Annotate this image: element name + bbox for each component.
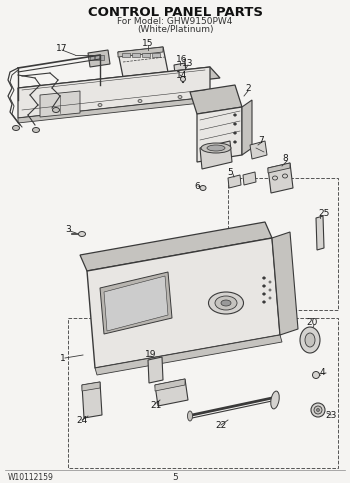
Polygon shape (90, 55, 94, 60)
Polygon shape (155, 379, 188, 406)
Ellipse shape (200, 185, 206, 190)
Ellipse shape (207, 145, 225, 151)
Polygon shape (18, 67, 220, 99)
Ellipse shape (262, 301, 266, 303)
Polygon shape (243, 172, 256, 185)
Ellipse shape (138, 99, 142, 102)
Polygon shape (18, 67, 210, 118)
Polygon shape (80, 222, 272, 271)
Ellipse shape (201, 143, 231, 153)
Polygon shape (100, 55, 104, 60)
Polygon shape (268, 163, 293, 193)
Ellipse shape (233, 114, 237, 116)
Ellipse shape (233, 132, 237, 134)
Polygon shape (174, 63, 186, 74)
Text: 24: 24 (76, 415, 87, 425)
Text: 2: 2 (245, 84, 251, 93)
Text: CONTROL PANEL PARTS: CONTROL PANEL PARTS (88, 5, 262, 18)
Ellipse shape (233, 141, 237, 143)
Text: 5: 5 (172, 472, 178, 482)
Polygon shape (228, 175, 241, 188)
Polygon shape (88, 50, 110, 67)
Text: 25: 25 (318, 209, 329, 217)
Text: 20: 20 (306, 317, 317, 327)
Polygon shape (95, 335, 282, 375)
Polygon shape (152, 53, 160, 57)
Text: 6: 6 (194, 182, 200, 190)
Ellipse shape (313, 371, 320, 379)
Ellipse shape (13, 126, 20, 130)
Ellipse shape (178, 96, 182, 99)
Text: (White/Platinum): (White/Platinum) (137, 25, 213, 33)
Text: 7: 7 (258, 136, 264, 144)
Ellipse shape (33, 128, 40, 132)
Ellipse shape (233, 123, 237, 125)
Ellipse shape (52, 108, 60, 113)
Ellipse shape (314, 406, 322, 414)
Ellipse shape (221, 300, 231, 306)
Text: 5: 5 (227, 168, 233, 176)
Text: 22: 22 (215, 421, 226, 429)
Ellipse shape (316, 409, 320, 412)
Ellipse shape (98, 103, 102, 106)
Polygon shape (272, 232, 298, 335)
Text: 8: 8 (282, 154, 288, 162)
Ellipse shape (305, 333, 315, 347)
Ellipse shape (300, 327, 320, 353)
Polygon shape (122, 53, 130, 57)
Text: 15: 15 (142, 39, 154, 47)
Polygon shape (268, 163, 290, 173)
Polygon shape (132, 53, 140, 57)
Polygon shape (316, 216, 324, 250)
Ellipse shape (262, 285, 266, 287)
Polygon shape (155, 379, 185, 391)
Polygon shape (250, 141, 267, 159)
Polygon shape (118, 47, 163, 57)
Polygon shape (104, 276, 168, 331)
Text: 16: 16 (176, 55, 188, 63)
Polygon shape (197, 107, 242, 162)
Polygon shape (82, 382, 102, 418)
Text: 13: 13 (182, 58, 194, 68)
Ellipse shape (271, 391, 279, 409)
Polygon shape (100, 272, 172, 334)
Text: For Model: GHW9150PW4: For Model: GHW9150PW4 (117, 16, 233, 26)
Ellipse shape (78, 231, 85, 237)
Text: 3: 3 (65, 225, 71, 233)
Ellipse shape (262, 277, 266, 279)
Polygon shape (18, 97, 210, 123)
Text: 17: 17 (56, 43, 68, 53)
Text: W10112159: W10112159 (8, 472, 54, 482)
Polygon shape (242, 100, 252, 155)
Polygon shape (190, 85, 242, 114)
Polygon shape (87, 238, 280, 368)
Ellipse shape (262, 293, 266, 295)
Ellipse shape (311, 403, 325, 417)
Ellipse shape (215, 296, 237, 310)
Polygon shape (200, 141, 232, 169)
Polygon shape (40, 91, 80, 117)
Text: 4: 4 (320, 368, 326, 377)
Ellipse shape (209, 292, 244, 314)
Text: 14: 14 (176, 71, 187, 80)
Polygon shape (142, 53, 150, 57)
Polygon shape (82, 382, 100, 391)
Polygon shape (118, 47, 168, 77)
Text: 19: 19 (145, 350, 156, 358)
Polygon shape (148, 357, 163, 383)
Ellipse shape (188, 411, 193, 421)
Ellipse shape (181, 76, 186, 82)
Text: 21: 21 (150, 400, 161, 410)
Text: 1: 1 (60, 354, 66, 363)
Text: 23: 23 (325, 411, 336, 420)
Polygon shape (95, 55, 99, 60)
